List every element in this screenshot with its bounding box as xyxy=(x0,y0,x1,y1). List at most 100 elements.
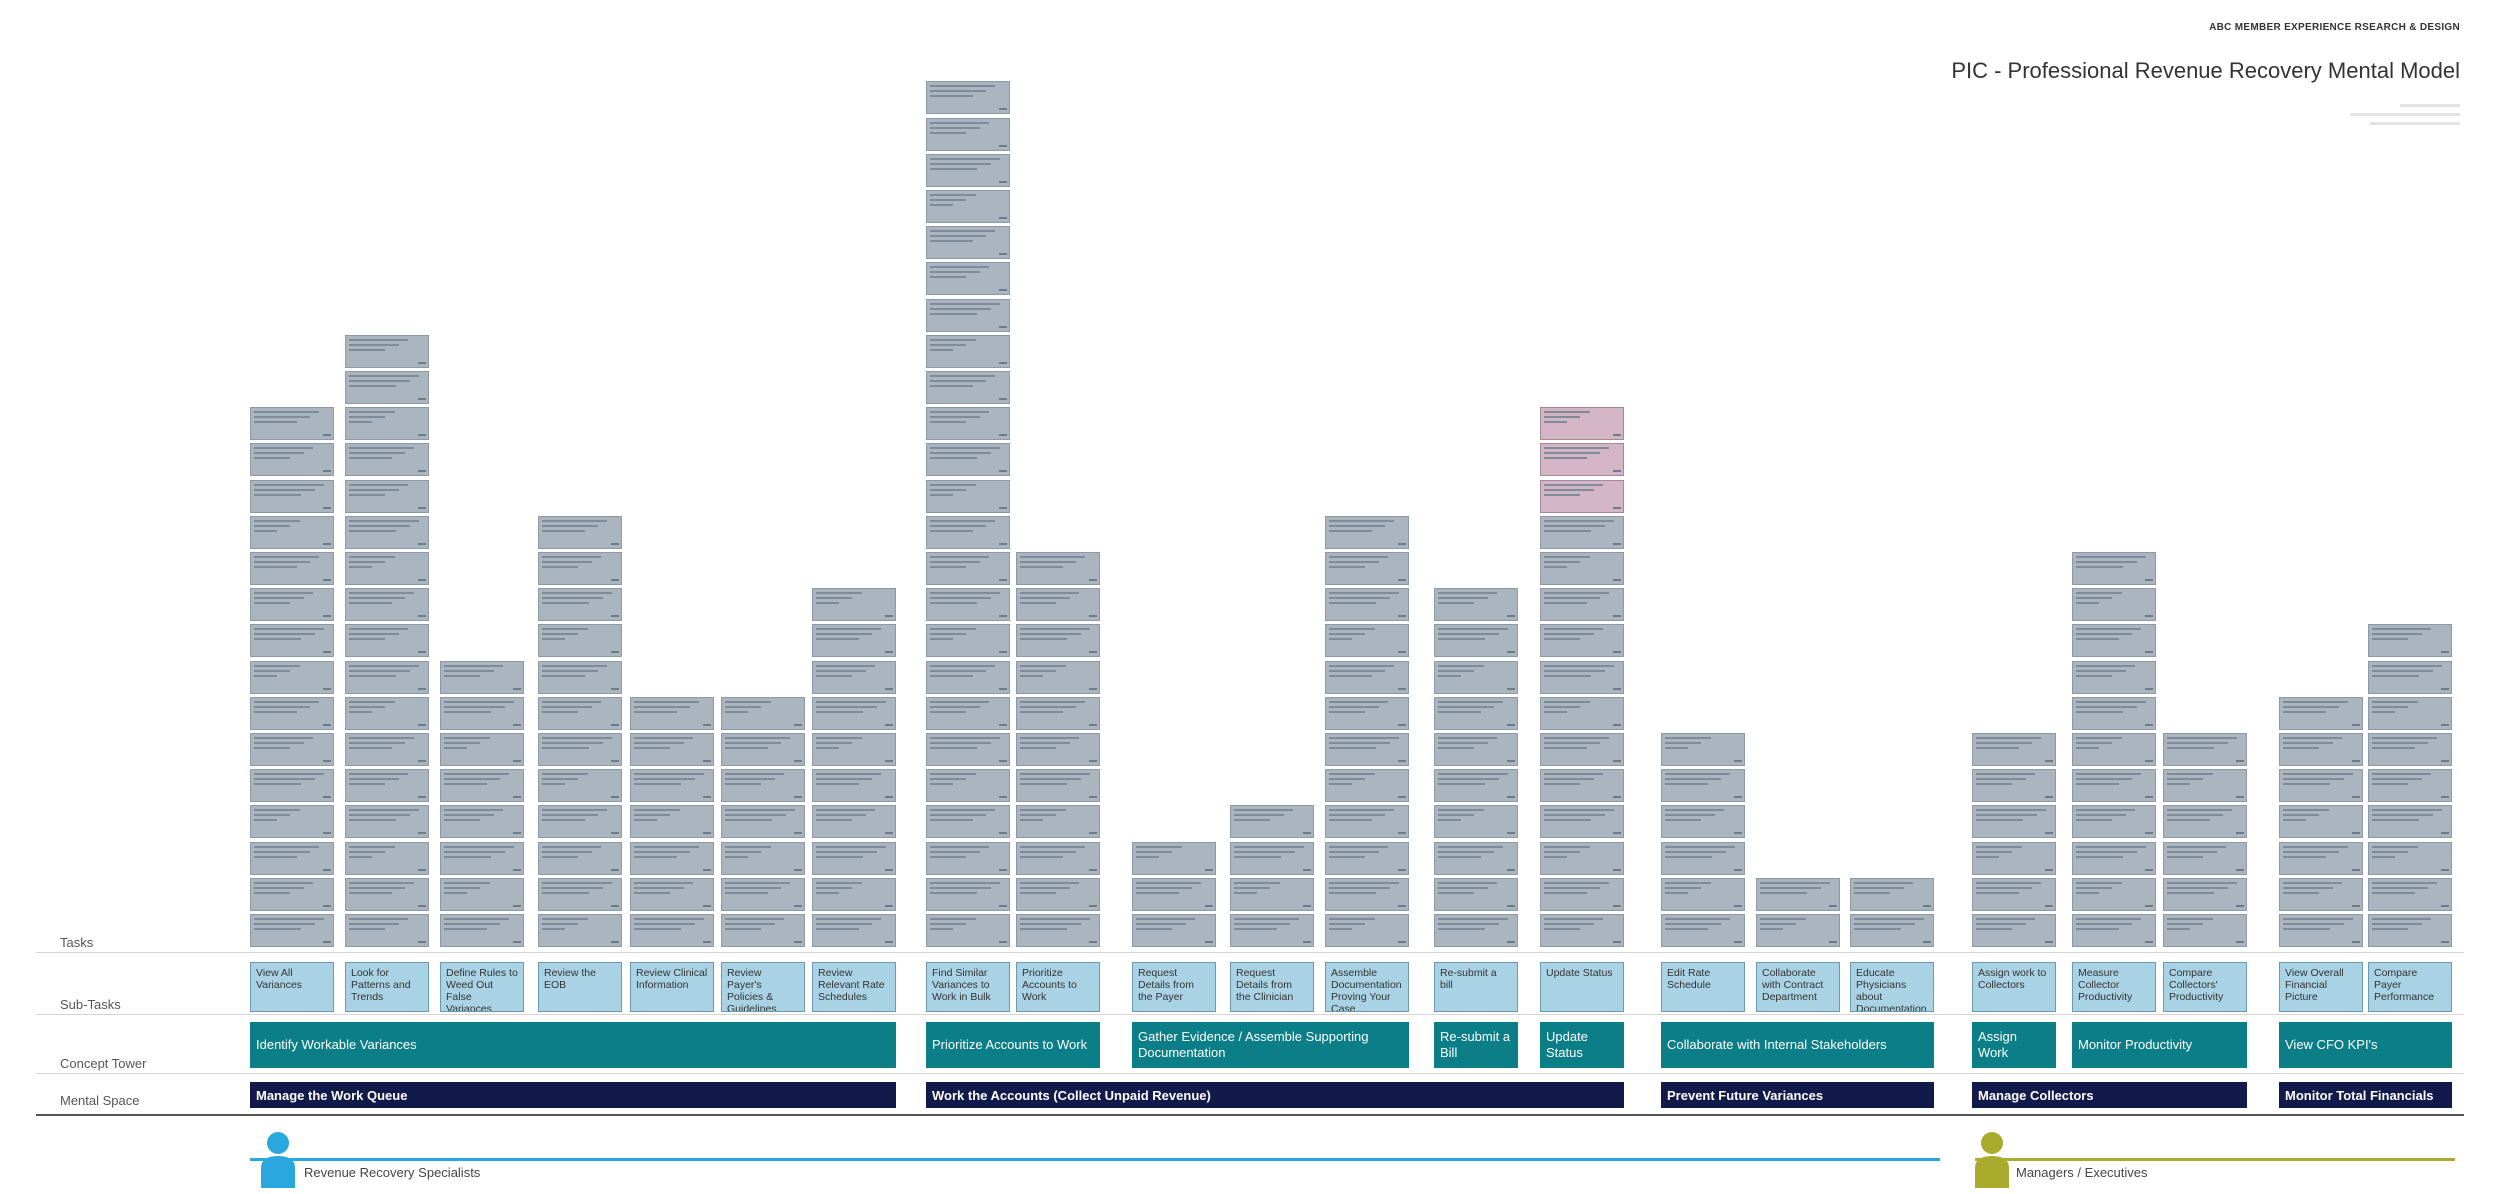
task-card[interactable] xyxy=(2368,624,2452,658)
task-card[interactable] xyxy=(926,190,1010,223)
task-card[interactable] xyxy=(538,696,622,730)
subtask-find-similar-variances[interactable]: Find Similar Variances to Work in Bulk xyxy=(926,962,1010,1012)
task-card[interactable] xyxy=(250,877,334,911)
task-card[interactable] xyxy=(345,407,429,441)
task-card[interactable] xyxy=(926,371,1010,404)
task-card[interactable] xyxy=(1434,877,1518,911)
task-card[interactable] xyxy=(250,696,334,730)
task-card[interactable] xyxy=(1540,914,1624,947)
task-card[interactable] xyxy=(721,914,805,947)
task-card[interactable] xyxy=(440,696,524,730)
task-card[interactable] xyxy=(345,841,429,875)
subtask-prioritize-accounts[interactable]: Prioritize Accounts to Work xyxy=(1016,962,1100,1012)
task-card[interactable] xyxy=(1434,805,1518,839)
tower-assign-work[interactable]: Assign Work xyxy=(1972,1022,2056,1068)
task-card[interactable] xyxy=(440,660,524,694)
task-card[interactable] xyxy=(1540,733,1624,766)
task-card[interactable] xyxy=(345,660,429,694)
task-card[interactable] xyxy=(1016,877,1100,911)
task-card[interactable] xyxy=(345,552,429,585)
task-card[interactable] xyxy=(926,660,1010,694)
subtask-review-clinical[interactable]: Review Clinical Information xyxy=(630,962,714,1012)
task-card[interactable] xyxy=(1325,624,1409,658)
task-card[interactable] xyxy=(1661,769,1745,803)
task-card[interactable] xyxy=(345,443,429,477)
task-card[interactable] xyxy=(2279,841,2363,875)
task-card[interactable] xyxy=(1325,552,1409,585)
task-card[interactable] xyxy=(1016,552,1100,585)
task-card[interactable] xyxy=(1325,877,1409,911)
subtask-edit-rate-schedule[interactable]: Edit Rate Schedule xyxy=(1661,962,1745,1012)
task-card[interactable] xyxy=(721,841,805,875)
task-card[interactable] xyxy=(1016,588,1100,622)
task-card[interactable] xyxy=(1325,733,1409,766)
task-card[interactable] xyxy=(250,805,334,839)
subtask-assign-work[interactable]: Assign work to Collectors xyxy=(1972,962,2056,1012)
task-card[interactable] xyxy=(926,515,1010,549)
subtask-collaborate-contract[interactable]: Collaborate with Contract Department xyxy=(1756,962,1840,1012)
task-card[interactable] xyxy=(2072,552,2156,585)
task-card[interactable] xyxy=(345,371,429,404)
task-card[interactable] xyxy=(2279,696,2363,730)
task-card[interactable] xyxy=(538,877,622,911)
task-card[interactable] xyxy=(250,515,334,549)
task-card[interactable] xyxy=(812,733,896,766)
task-card[interactable] xyxy=(812,877,896,911)
task-card[interactable] xyxy=(2163,877,2247,911)
task-card[interactable] xyxy=(1434,588,1518,622)
subtask-educate-physicians[interactable]: Educate Physicians about Documentation G… xyxy=(1850,962,1934,1012)
task-card[interactable] xyxy=(1325,841,1409,875)
task-card[interactable] xyxy=(345,696,429,730)
task-card[interactable] xyxy=(1325,696,1409,730)
task-card[interactable] xyxy=(1661,733,1745,766)
subtask-request-clinician-details[interactable]: Request Details from the Clinician xyxy=(1230,962,1314,1012)
task-card[interactable] xyxy=(926,226,1010,260)
task-card[interactable] xyxy=(1850,877,1934,911)
task-card[interactable] xyxy=(250,443,334,477)
subtask-view-all-variances[interactable]: View All Variances xyxy=(250,962,334,1012)
task-card[interactable] xyxy=(721,733,805,766)
subtask-review-rate-schedules[interactable]: Review Relevant Rate Schedules xyxy=(812,962,896,1012)
task-card[interactable] xyxy=(1972,769,2056,803)
tower-monitor-productivity[interactable]: Monitor Productivity xyxy=(2072,1022,2247,1068)
task-card[interactable] xyxy=(721,696,805,730)
tower-resubmit-bill[interactable]: Re-submit a Bill xyxy=(1434,1022,1518,1068)
task-card[interactable] xyxy=(1540,696,1624,730)
task-card[interactable] xyxy=(812,696,896,730)
task-card[interactable] xyxy=(2368,769,2452,803)
task-card[interactable] xyxy=(812,624,896,658)
tower-gather-evidence[interactable]: Gather Evidence / Assemble Supporting Do… xyxy=(1132,1022,1409,1068)
task-card[interactable] xyxy=(1540,841,1624,875)
tower-identify-variances[interactable]: Identify Workable Variances xyxy=(250,1022,896,1068)
task-card[interactable] xyxy=(926,805,1010,839)
task-card[interactable] xyxy=(1325,769,1409,803)
task-card[interactable] xyxy=(250,552,334,585)
task-card[interactable] xyxy=(2163,841,2247,875)
task-card[interactable] xyxy=(250,769,334,803)
task-card[interactable] xyxy=(1016,805,1100,839)
task-card[interactable] xyxy=(926,479,1010,513)
task-card[interactable] xyxy=(1434,769,1518,803)
task-card[interactable] xyxy=(812,660,896,694)
task-card[interactable] xyxy=(2368,877,2452,911)
task-card[interactable] xyxy=(926,696,1010,730)
tower-prioritize-accounts[interactable]: Prioritize Accounts to Work xyxy=(926,1022,1100,1068)
task-card[interactable] xyxy=(345,334,429,368)
task-card[interactable] xyxy=(1661,914,1745,947)
task-card[interactable] xyxy=(926,443,1010,477)
task-card[interactable] xyxy=(2279,805,2363,839)
task-card[interactable] xyxy=(250,479,334,513)
task-card[interactable] xyxy=(2072,914,2156,947)
task-card[interactable] xyxy=(1661,805,1745,839)
task-card[interactable] xyxy=(630,805,714,839)
task-card[interactable] xyxy=(1325,805,1409,839)
task-card[interactable] xyxy=(2163,914,2247,947)
task-card[interactable] xyxy=(1972,841,2056,875)
task-card[interactable] xyxy=(2279,733,2363,766)
task-card[interactable] xyxy=(1132,841,1216,875)
task-card[interactable] xyxy=(926,733,1010,766)
task-card[interactable] xyxy=(1434,660,1518,694)
task-card[interactable] xyxy=(1972,877,2056,911)
task-card[interactable] xyxy=(812,805,896,839)
task-card[interactable] xyxy=(2279,877,2363,911)
